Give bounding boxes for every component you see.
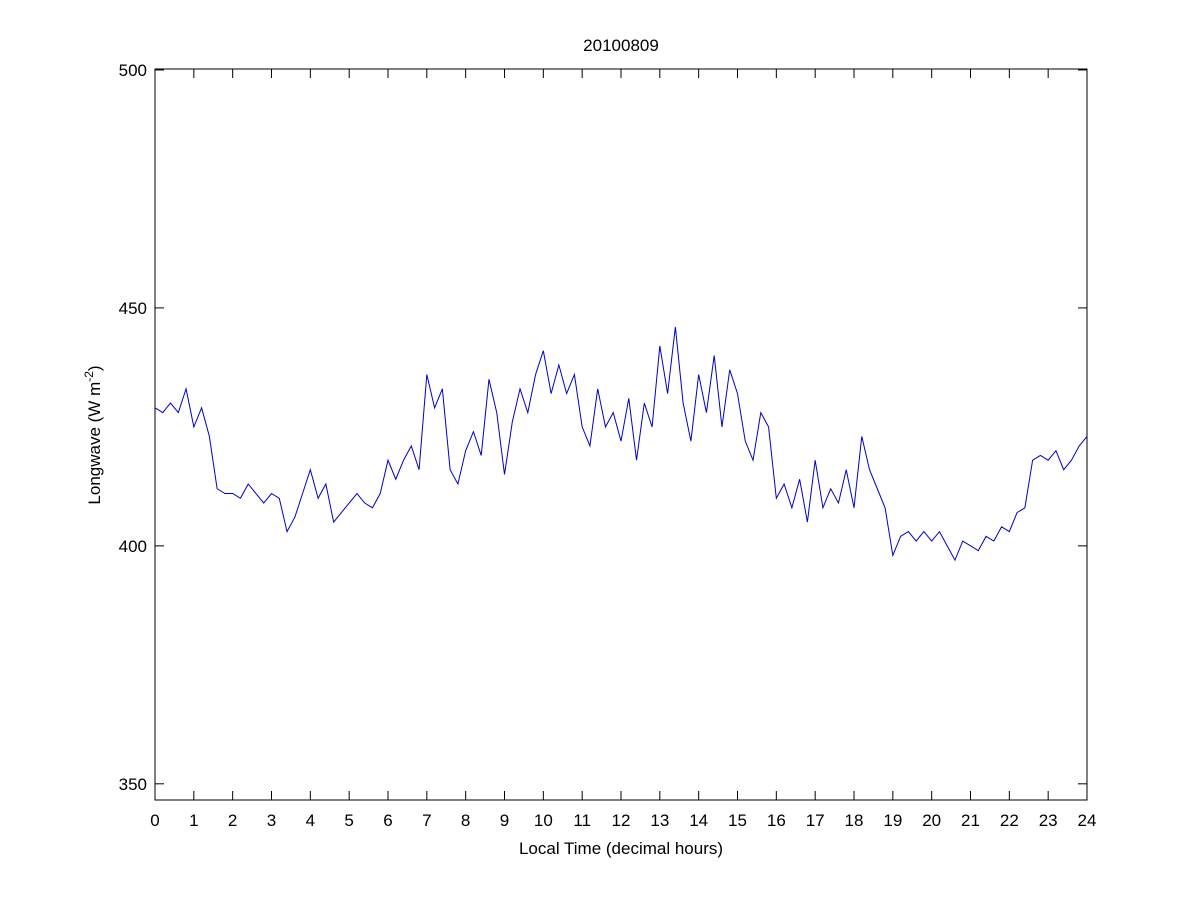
y-label-suffix: ) bbox=[85, 365, 104, 371]
x-tick-label: 0 bbox=[150, 811, 159, 830]
x-axis-label: Local Time (decimal hours) bbox=[519, 839, 723, 858]
data-line bbox=[154, 326, 1088, 562]
x-tick-label: 14 bbox=[689, 811, 708, 830]
x-tick-label: 24 bbox=[1078, 811, 1097, 830]
y-tick-label: 350 bbox=[119, 775, 147, 794]
x-tick-label: 22 bbox=[1000, 811, 1019, 830]
plot-frame bbox=[154, 68, 1088, 801]
x-tick-label: 17 bbox=[806, 811, 825, 830]
x-tick-label: 2 bbox=[228, 811, 237, 830]
x-tick-label: 3 bbox=[267, 811, 276, 830]
x-tick-label: 16 bbox=[767, 811, 786, 830]
x-tick-label: 10 bbox=[534, 811, 553, 830]
x-tick-label: 4 bbox=[306, 811, 315, 830]
x-tick-label: 13 bbox=[650, 811, 669, 830]
x-tick-label: 19 bbox=[883, 811, 902, 830]
chart-title: 20100809 bbox=[583, 36, 659, 55]
x-tick-label: 21 bbox=[961, 811, 980, 830]
x-tick-label: 8 bbox=[461, 811, 470, 830]
x-tick-label: 5 bbox=[344, 811, 353, 830]
y-axis-label: Longwave (W m-2) bbox=[82, 365, 104, 504]
x-tick-label: 9 bbox=[500, 811, 509, 830]
x-tick-label: 12 bbox=[612, 811, 631, 830]
x-tick-label: 18 bbox=[845, 811, 864, 830]
y-tick-label: 500 bbox=[119, 61, 147, 80]
y-label-superscript: -2 bbox=[82, 371, 96, 382]
y-label-text: Longwave (W m bbox=[85, 382, 104, 505]
y-tick-label: 400 bbox=[119, 537, 147, 556]
x-tick-label: 15 bbox=[728, 811, 747, 830]
x-tick-label: 11 bbox=[573, 811, 591, 830]
x-tick-label: 23 bbox=[1039, 811, 1058, 830]
x-tick-label: 7 bbox=[422, 811, 431, 830]
x-tick-label: 6 bbox=[383, 811, 392, 830]
y-tick-label: 450 bbox=[119, 299, 147, 318]
x-tick-label: 1 bbox=[189, 811, 198, 830]
x-tick-label: 20 bbox=[922, 811, 941, 830]
